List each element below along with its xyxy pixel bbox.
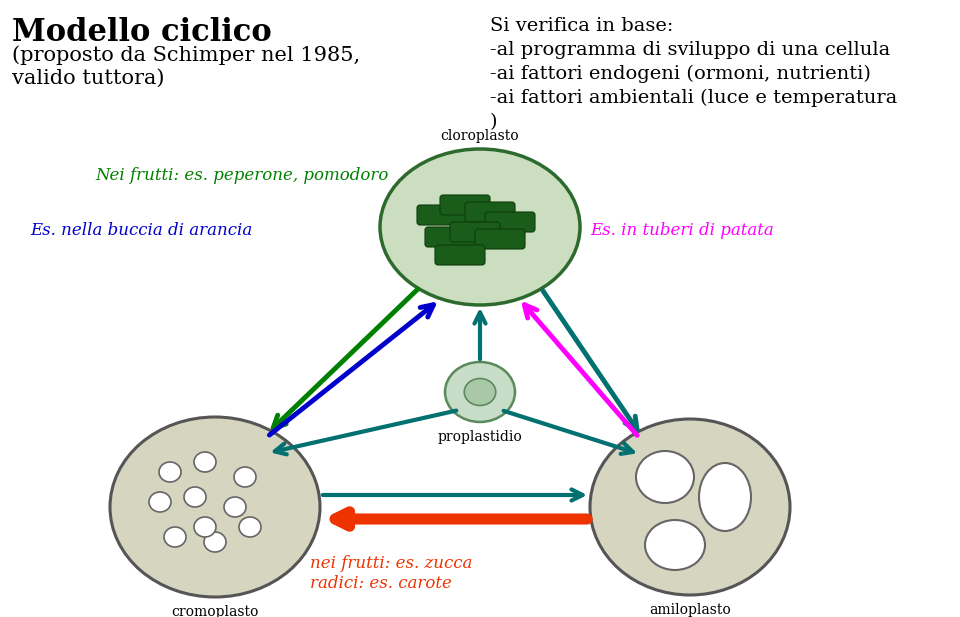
- Text: Si verifica in base:: Si verifica in base:: [490, 17, 673, 35]
- Text: Nei frutti: es. peperone, pomodoro: Nei frutti: es. peperone, pomodoro: [95, 167, 389, 184]
- FancyBboxPatch shape: [435, 245, 485, 265]
- Ellipse shape: [380, 149, 580, 305]
- Text: proplastidio: proplastidio: [438, 430, 522, 444]
- FancyBboxPatch shape: [417, 205, 467, 225]
- FancyBboxPatch shape: [475, 229, 525, 249]
- Text: amiloplasto: amiloplasto: [649, 603, 731, 617]
- Ellipse shape: [184, 487, 206, 507]
- Ellipse shape: [194, 452, 216, 472]
- Text: (proposto da Schimper nel 1985,: (proposto da Schimper nel 1985,: [12, 45, 360, 65]
- Ellipse shape: [159, 462, 181, 482]
- Ellipse shape: [194, 517, 216, 537]
- FancyBboxPatch shape: [440, 195, 490, 215]
- FancyBboxPatch shape: [485, 212, 535, 232]
- Ellipse shape: [164, 527, 186, 547]
- Text: valido tuttora): valido tuttora): [12, 69, 164, 88]
- FancyBboxPatch shape: [450, 222, 500, 242]
- Text: nei frutti: es. zucca: nei frutti: es. zucca: [310, 555, 472, 572]
- Ellipse shape: [699, 463, 751, 531]
- Ellipse shape: [465, 378, 495, 405]
- Text: cloroplasto: cloroplasto: [441, 129, 519, 143]
- Ellipse shape: [636, 451, 694, 503]
- Ellipse shape: [239, 517, 261, 537]
- Text: -al programma di sviluppo di una cellula: -al programma di sviluppo di una cellula: [490, 41, 890, 59]
- FancyBboxPatch shape: [465, 202, 515, 222]
- Text: -ai fattori endogeni (ormoni, nutrienti): -ai fattori endogeni (ormoni, nutrienti): [490, 65, 871, 83]
- Ellipse shape: [590, 419, 790, 595]
- Ellipse shape: [234, 467, 256, 487]
- Ellipse shape: [445, 362, 515, 422]
- Text: radici: es. carote: radici: es. carote: [310, 575, 452, 592]
- Ellipse shape: [224, 497, 246, 517]
- FancyBboxPatch shape: [425, 227, 475, 247]
- Text: -ai fattori ambientali (luce e temperatura: -ai fattori ambientali (luce e temperatu…: [490, 89, 898, 107]
- Text: Es. in tuberi di patata: Es. in tuberi di patata: [590, 222, 774, 239]
- Ellipse shape: [149, 492, 171, 512]
- Ellipse shape: [645, 520, 705, 570]
- Text: Modello ciclico: Modello ciclico: [12, 17, 272, 48]
- Ellipse shape: [204, 532, 226, 552]
- Text: ): ): [490, 113, 497, 131]
- Text: Es. nella buccia di arancia: Es. nella buccia di arancia: [30, 222, 252, 239]
- Text: cromoplasto: cromoplasto: [171, 605, 258, 617]
- Ellipse shape: [110, 417, 320, 597]
